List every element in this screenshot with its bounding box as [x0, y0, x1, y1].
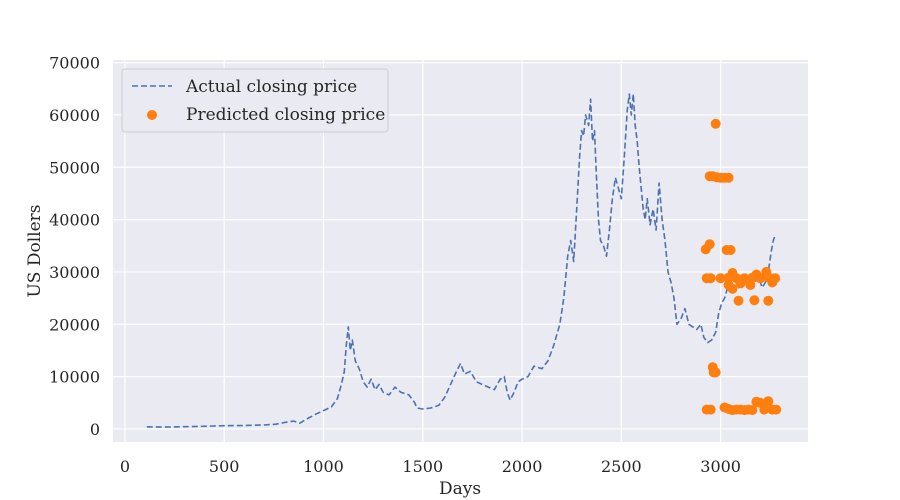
predicted-point: [723, 172, 734, 183]
predicted-point: [727, 283, 738, 294]
predicted-point: [705, 404, 716, 415]
predicted-point: [749, 295, 760, 306]
predicted-point: [710, 367, 721, 378]
x-tick-label: 2000: [502, 457, 543, 476]
predicted-price-series: [700, 118, 782, 416]
x-tick-label: 2500: [601, 457, 642, 476]
x-tick-label: 3000: [700, 457, 741, 476]
y-tick-label: 20000: [49, 315, 100, 334]
legend-actual-label: Actual closing price: [185, 77, 357, 97]
y-tick-label: 50000: [49, 158, 100, 177]
x-tick-label: 1000: [303, 457, 344, 476]
predicted-point: [745, 280, 756, 290]
actual-price-line: [146, 93, 776, 428]
y-tick-labels: 0 10000 20000 30000 40000 50000 60000 70000: [49, 54, 100, 439]
y-tick-label: 0: [90, 420, 100, 439]
y-tick-label: 40000: [49, 211, 100, 230]
predicted-point: [733, 295, 744, 306]
y-axis-label: US Dollers: [25, 204, 45, 297]
predicted-point: [715, 273, 726, 284]
predicted-point: [767, 277, 778, 288]
predicted-point: [751, 269, 762, 280]
y-tick-label: 30000: [49, 263, 100, 282]
predicted-point: [759, 404, 770, 415]
legend: Actual closing price Predicted closing p…: [121, 68, 389, 133]
predicted-point: [761, 266, 772, 277]
predicted-point: [727, 268, 738, 278]
x-tick-labels: 0 500 1000 1500 2000 2500 3000: [120, 457, 741, 476]
legend-predicted-swatch: [147, 110, 157, 120]
x-tick-label: 0: [120, 457, 130, 476]
legend-predicted-label: Predicted closing price: [186, 105, 385, 125]
y-tick-label: 10000: [49, 368, 100, 387]
actual-price-series: [146, 93, 776, 428]
predicted-point: [763, 396, 774, 407]
x-tick-label: 1500: [402, 457, 443, 476]
x-tick-label: 500: [209, 457, 240, 476]
predicted-point: [710, 118, 721, 129]
y-tick-label: 70000: [49, 54, 100, 73]
legend-box: [121, 68, 389, 133]
predicted-point: [704, 239, 715, 250]
y-tick-label: 60000: [49, 106, 100, 125]
predicted-point: [725, 245, 736, 255]
predicted-point: [735, 278, 746, 289]
predicted-point: [771, 404, 782, 415]
predicted-point: [747, 405, 758, 416]
predicted-point: [763, 295, 774, 306]
x-axis-label: Days: [439, 479, 481, 499]
predicted-point: [705, 273, 716, 284]
